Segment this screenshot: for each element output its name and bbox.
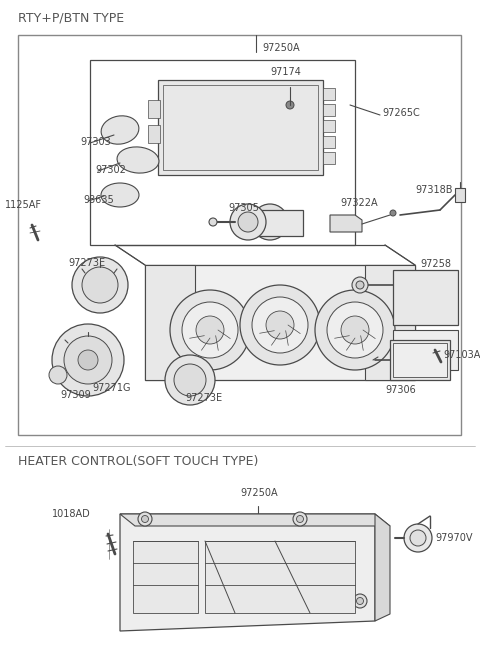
Polygon shape <box>375 514 390 621</box>
Circle shape <box>182 302 238 358</box>
Bar <box>323 88 335 100</box>
Ellipse shape <box>297 515 303 523</box>
Bar <box>393 343 447 377</box>
Text: HEATER CONTROL(SOFT TOUCH TYPE): HEATER CONTROL(SOFT TOUCH TYPE) <box>18 455 258 468</box>
Ellipse shape <box>356 281 364 289</box>
Circle shape <box>390 210 396 216</box>
Ellipse shape <box>142 515 148 523</box>
Bar <box>393 270 458 325</box>
Polygon shape <box>145 265 415 380</box>
Bar <box>18 35 461 435</box>
Circle shape <box>209 218 217 226</box>
Text: 1125AF: 1125AF <box>5 200 42 210</box>
Ellipse shape <box>138 512 152 526</box>
Circle shape <box>341 316 369 344</box>
Bar <box>148 125 160 143</box>
Circle shape <box>72 257 128 313</box>
Circle shape <box>52 324 124 396</box>
Ellipse shape <box>101 183 139 207</box>
Bar <box>323 120 335 132</box>
Text: 97273E: 97273E <box>185 393 222 403</box>
Bar <box>390 340 450 380</box>
Text: 97174: 97174 <box>270 67 301 77</box>
Bar <box>163 85 318 170</box>
Bar <box>365 265 415 380</box>
Ellipse shape <box>101 116 139 144</box>
Ellipse shape <box>238 212 258 232</box>
Bar <box>323 104 335 116</box>
Bar <box>145 265 195 380</box>
Text: 97318B: 97318B <box>415 185 453 195</box>
Text: 97273E: 97273E <box>68 258 105 268</box>
Bar <box>248 210 303 236</box>
Ellipse shape <box>352 277 368 293</box>
Ellipse shape <box>353 594 367 608</box>
Text: 97309: 97309 <box>60 390 91 400</box>
Circle shape <box>165 355 215 405</box>
Circle shape <box>196 316 224 344</box>
Text: 97258: 97258 <box>420 259 451 269</box>
Circle shape <box>170 290 250 370</box>
Text: 97970V: 97970V <box>435 533 472 543</box>
Bar <box>323 136 335 148</box>
Text: 1018AD: 1018AD <box>52 509 91 519</box>
Bar <box>90 60 355 245</box>
Polygon shape <box>120 514 390 526</box>
Circle shape <box>78 350 98 370</box>
Bar <box>205 541 355 613</box>
Circle shape <box>49 366 67 384</box>
Text: 97271G: 97271G <box>92 383 131 393</box>
Ellipse shape <box>230 204 266 240</box>
Circle shape <box>64 336 112 384</box>
Text: 97322A: 97322A <box>340 198 378 208</box>
Ellipse shape <box>252 204 288 240</box>
Bar <box>323 152 335 164</box>
Circle shape <box>327 302 383 358</box>
Bar <box>148 100 160 118</box>
Circle shape <box>286 101 294 109</box>
Bar <box>158 80 323 175</box>
Polygon shape <box>120 514 375 631</box>
Text: 97306: 97306 <box>385 385 416 395</box>
Text: 97302: 97302 <box>95 165 126 175</box>
Circle shape <box>252 297 308 353</box>
Text: 97265C: 97265C <box>382 108 420 118</box>
Circle shape <box>410 530 426 546</box>
Text: 97305: 97305 <box>228 203 259 213</box>
Ellipse shape <box>117 147 159 173</box>
Text: 97103A: 97103A <box>443 350 480 360</box>
Circle shape <box>174 364 206 396</box>
Circle shape <box>315 290 395 370</box>
Polygon shape <box>330 215 362 232</box>
Bar <box>393 330 458 370</box>
Text: 93635: 93635 <box>83 195 114 205</box>
Ellipse shape <box>293 512 307 526</box>
Text: 97250A: 97250A <box>240 488 277 498</box>
Ellipse shape <box>260 212 280 232</box>
Ellipse shape <box>357 597 363 605</box>
Text: 97250A: 97250A <box>262 43 300 53</box>
Circle shape <box>240 285 320 365</box>
Text: RTY+P/BTN TYPE: RTY+P/BTN TYPE <box>18 12 124 24</box>
Circle shape <box>82 267 118 303</box>
Circle shape <box>404 524 432 552</box>
Text: 97303: 97303 <box>80 137 111 147</box>
Circle shape <box>266 311 294 339</box>
Bar <box>133 541 198 613</box>
Polygon shape <box>455 188 465 202</box>
